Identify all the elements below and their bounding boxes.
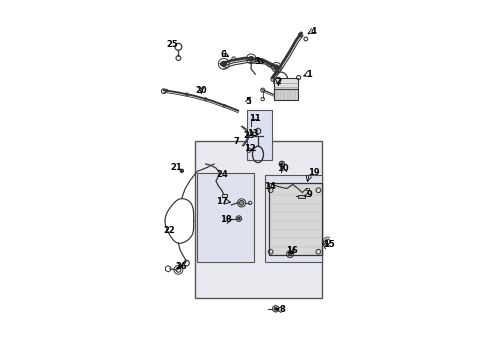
Text: 19: 19 [308, 168, 320, 177]
Bar [222, 194, 226, 197]
Text: 25: 25 [167, 40, 178, 49]
Text: 18: 18 [220, 215, 231, 224]
Bar [246, 110, 272, 159]
Text: 23: 23 [244, 131, 255, 140]
Text: 14: 14 [264, 182, 275, 191]
Bar [274, 89, 298, 100]
Circle shape [239, 201, 244, 205]
Circle shape [274, 65, 279, 70]
Text: 10: 10 [277, 164, 289, 173]
Text: 17: 17 [216, 197, 228, 206]
Text: 16: 16 [286, 246, 298, 255]
Text: 4: 4 [311, 27, 317, 36]
Circle shape [221, 61, 226, 67]
Text: 5: 5 [245, 97, 251, 106]
Text: 1: 1 [306, 69, 312, 78]
Text: 24: 24 [216, 170, 228, 179]
Circle shape [289, 252, 292, 256]
Circle shape [280, 163, 283, 165]
Bar [269, 183, 322, 255]
Text: 2: 2 [275, 77, 281, 86]
Text: 22: 22 [163, 226, 175, 235]
Text: 9: 9 [306, 190, 312, 199]
Bar [197, 173, 253, 262]
Text: 6: 6 [220, 50, 226, 59]
Bar [306, 188, 309, 190]
Circle shape [249, 57, 253, 61]
Circle shape [238, 217, 240, 220]
Text: 3: 3 [255, 57, 260, 66]
Text: 13: 13 [246, 129, 258, 138]
Text: 21: 21 [171, 163, 183, 172]
Text: 11: 11 [249, 114, 261, 123]
Circle shape [274, 307, 277, 310]
Text: 7: 7 [234, 137, 239, 146]
Bar [274, 77, 298, 90]
Circle shape [180, 169, 184, 172]
Bar [196, 141, 322, 298]
Text: 12: 12 [244, 144, 256, 153]
Text: 20: 20 [196, 86, 207, 95]
Bar [266, 175, 322, 262]
Text: 8: 8 [280, 305, 286, 314]
Bar [298, 195, 305, 198]
Text: 15: 15 [323, 240, 335, 249]
Text: 26: 26 [175, 262, 187, 271]
